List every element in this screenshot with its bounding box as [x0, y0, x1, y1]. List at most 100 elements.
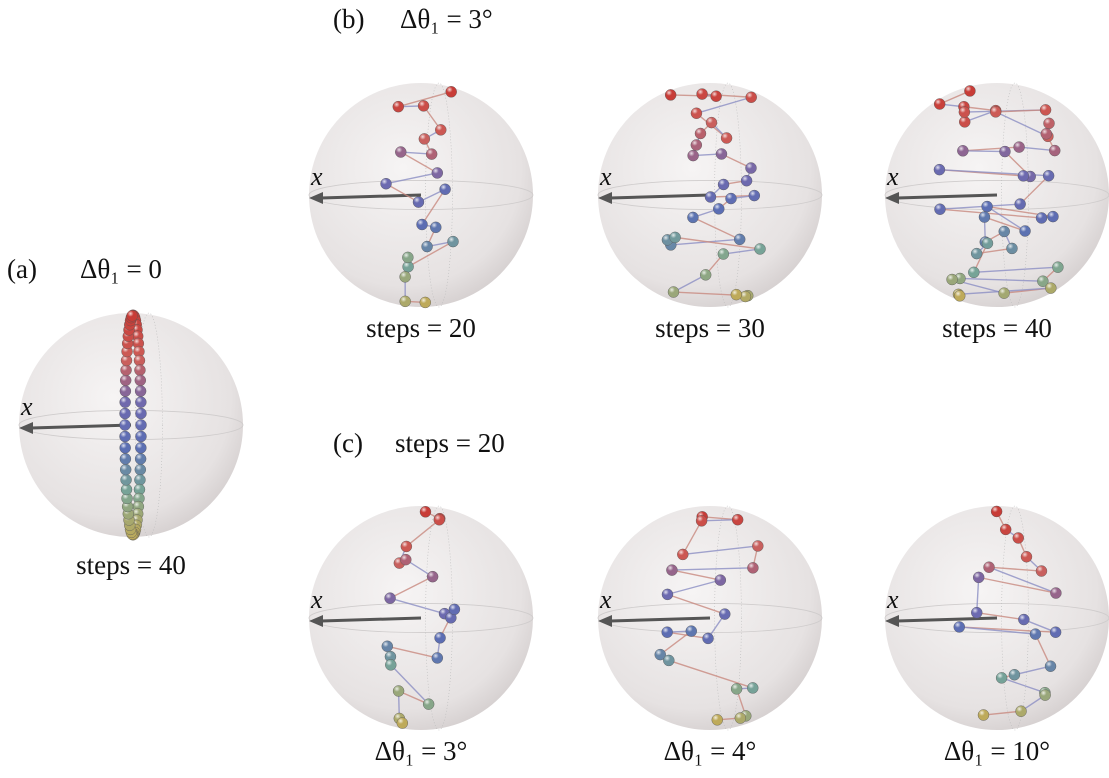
ball-shine — [432, 167, 443, 178]
ball-shine — [665, 89, 676, 100]
ball-shine — [741, 175, 752, 186]
ball-shine — [135, 442, 146, 453]
ball-shine — [747, 682, 758, 693]
axis-label: x — [599, 585, 612, 614]
ball-shine — [666, 565, 677, 576]
ball-shine — [1045, 661, 1056, 672]
axis-label: x — [20, 392, 33, 421]
ball-shine — [964, 85, 975, 96]
ball-shine — [1006, 243, 1017, 254]
ball-shine — [718, 179, 729, 190]
ball-shine — [716, 148, 727, 159]
ball-shine — [385, 593, 396, 604]
ball-shine — [990, 106, 1001, 117]
ball-shine — [127, 310, 138, 321]
ball-shine — [420, 297, 431, 308]
ball-shine — [752, 540, 763, 551]
ball-shine — [755, 243, 766, 254]
ball-shine — [695, 128, 706, 139]
ball-shine — [120, 420, 131, 431]
ball-shine — [1015, 199, 1026, 210]
ball-shine — [705, 192, 716, 203]
ball-shine — [668, 287, 679, 298]
ball-shine — [413, 197, 424, 208]
ball-shine — [731, 289, 742, 300]
ball-shine — [749, 190, 760, 201]
ball-shine — [959, 107, 970, 118]
sphere-caption: steps = 40 — [942, 313, 1052, 343]
bloch-sphere: x — [885, 506, 1109, 730]
ball-shine — [670, 232, 681, 243]
ball-shine — [691, 108, 702, 119]
ball-shine — [120, 453, 131, 464]
axis-label: x — [886, 162, 899, 191]
ball-shine — [663, 655, 674, 666]
ball-shine — [719, 609, 730, 620]
ball-shine — [979, 212, 990, 223]
ball-shine — [711, 91, 722, 102]
ball-shine — [121, 484, 132, 495]
ball-shine — [418, 100, 429, 111]
ball-shine — [434, 514, 445, 525]
ball-shine — [400, 271, 411, 282]
bloch-sphere: x — [309, 83, 533, 308]
ball-shine — [1020, 226, 1031, 237]
ball-shine — [973, 572, 984, 583]
ball-shine — [1041, 128, 1052, 139]
bloch-sphere: x — [598, 83, 822, 307]
ball-shine — [1036, 212, 1047, 223]
ball-shine — [971, 607, 982, 618]
ball-shine — [1009, 669, 1020, 680]
ball-shine — [1050, 627, 1061, 638]
ball-shine — [1013, 532, 1024, 543]
ball-shine — [734, 234, 745, 245]
ball-shine — [120, 408, 131, 419]
ball-shine — [435, 124, 446, 135]
ball-shine — [687, 212, 698, 223]
ball-shine — [417, 219, 428, 230]
ball-shine — [688, 150, 699, 161]
ball-shine — [957, 145, 968, 156]
sphere-caption: Δθ₁ = 4° — [664, 736, 757, 766]
ball-shine — [982, 238, 993, 249]
ball-shine — [397, 718, 408, 729]
ball-shine — [1043, 170, 1054, 181]
panel-label: (b) — [333, 4, 364, 34]
ball-shine — [746, 92, 757, 103]
ball-shine — [732, 514, 743, 525]
ball-shine — [121, 365, 132, 376]
figure: (a)Δθ₁ = 0xsteps = 40(b)Δθ₁ = 3°xsteps =… — [0, 0, 1109, 778]
ball-shine — [1040, 690, 1051, 701]
ball-shine — [662, 627, 673, 638]
ball-shine — [662, 589, 673, 600]
ball-shine — [401, 541, 412, 552]
bloch-sphere: x — [885, 83, 1109, 307]
ball-shine — [1045, 283, 1056, 294]
ball-shine — [954, 290, 965, 301]
ball-shine — [713, 203, 724, 214]
ball-shine — [134, 355, 145, 366]
ball-shine — [745, 163, 756, 174]
ball-shine — [135, 397, 146, 408]
ball-shine — [747, 562, 758, 573]
ball-shine — [426, 149, 437, 160]
ball-shine — [934, 204, 945, 215]
ball-shine — [448, 236, 459, 247]
ball-shine — [700, 269, 711, 280]
ball-shine — [400, 296, 411, 307]
ball-shine — [446, 86, 457, 97]
ball-shine — [135, 453, 146, 464]
ball-shine — [382, 641, 393, 652]
ball-shine — [120, 464, 131, 475]
ball-shine — [999, 288, 1010, 299]
ball-shine — [697, 89, 708, 100]
ball-shine — [120, 397, 131, 408]
ball-shine — [982, 201, 993, 212]
panel-heading: Δθ₁ = 0 — [80, 254, 162, 284]
ball-shine — [735, 713, 746, 724]
panel-label: (a) — [7, 254, 37, 284]
ball-shine — [385, 659, 396, 670]
ball-shine — [1018, 614, 1029, 625]
ball-shine — [968, 267, 979, 278]
ball-shine — [135, 431, 146, 442]
